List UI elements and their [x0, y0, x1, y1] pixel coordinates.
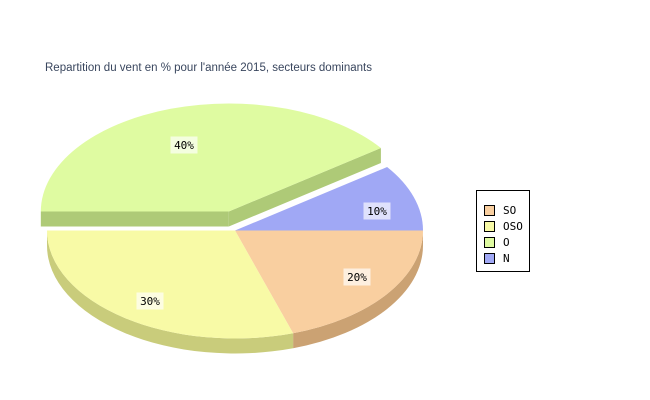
pie-slice-OSO-top — [47, 230, 294, 339]
pie-slice-SO-side-wall — [293, 230, 423, 349]
legend-item-N: N — [484, 250, 529, 266]
legend-label-OSO: OSO — [503, 219, 523, 233]
legend-swatch-N — [484, 252, 495, 264]
legend-swatch-O — [484, 236, 495, 248]
pie-label-bg-OSO — [136, 292, 164, 310]
pie-slice-O-top — [40, 103, 381, 212]
legend-swatch-OSO — [484, 220, 495, 232]
pie-label-O: 40% — [174, 139, 194, 152]
pie-slice-O-cut-wall-2 — [40, 211, 229, 227]
pie-label-bg-SO — [343, 268, 371, 286]
legend-label-N: N — [503, 251, 510, 265]
pie-label-bg-N — [363, 202, 391, 220]
pie-label-OSO: 30% — [140, 295, 160, 308]
legend-item-OSO: OSO — [484, 218, 529, 234]
pie-slice-SO-top — [235, 230, 423, 334]
legend-label-O: O — [503, 235, 510, 249]
legend-label-SO: SO — [503, 203, 517, 217]
pie-label-SO: 20% — [347, 271, 367, 284]
legend-item-O: O — [484, 234, 529, 250]
pie-slice-OSO-side-wall — [47, 230, 294, 354]
legend-box: SO OSO O N — [476, 190, 530, 272]
pie-slice-O-cut-wall-1 — [228, 148, 381, 227]
pie-label-N: 10% — [367, 205, 387, 218]
chart-title: Repartition du vent en % pour l'année 20… — [45, 62, 372, 74]
pie-label-bg-O — [170, 136, 198, 154]
legend-swatch-SO — [484, 204, 495, 216]
legend-item-SO: SO — [484, 202, 529, 218]
